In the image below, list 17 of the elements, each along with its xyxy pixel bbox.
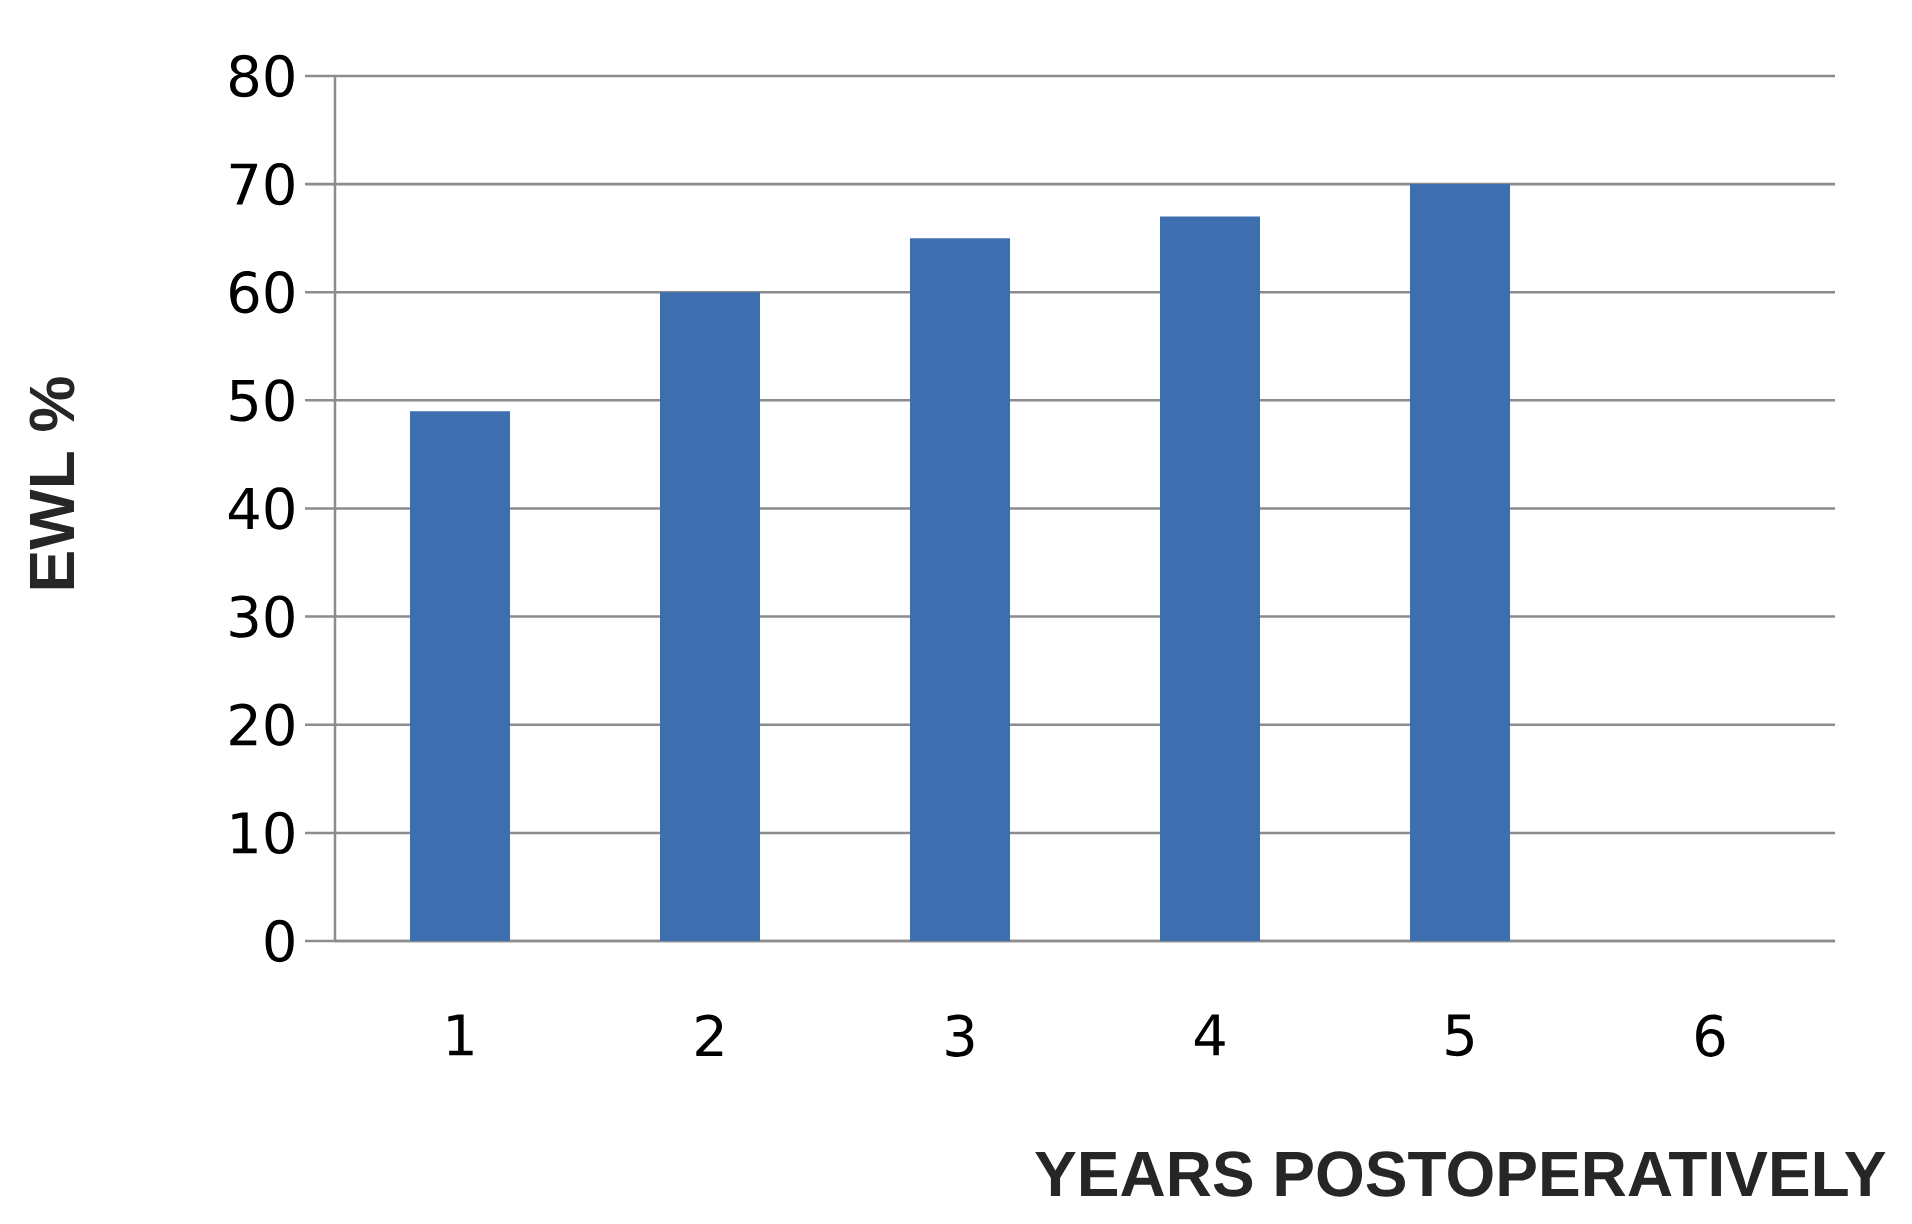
x-tick-label: 3	[946, 1014, 974, 1057]
x-tick-label: 4	[1194, 1014, 1225, 1056]
y-tick-label: 30	[230, 595, 294, 638]
x-tick-label: 2	[696, 1014, 723, 1057]
y-tick-label: 20	[230, 703, 294, 746]
y-tick-label: 80	[230, 54, 294, 98]
y-tick-label: 40	[228, 487, 294, 530]
x-axis-title: YEARS POSTOPERATIVELY	[1035, 1151, 1886, 1197]
y-axis-title: EWL %	[29, 377, 75, 589]
y-tick-label: 0	[265, 919, 294, 963]
x-tick-label: 6	[1696, 1014, 1725, 1057]
y-tick-label: 10	[232, 811, 294, 855]
x-tick-label: 1	[448, 1014, 473, 1056]
y-tick-label: 60	[230, 271, 294, 314]
y-tick-label: 50	[230, 379, 294, 422]
x-tick-label: 5	[1446, 1014, 1473, 1057]
y-tick-label: 70	[230, 162, 294, 206]
